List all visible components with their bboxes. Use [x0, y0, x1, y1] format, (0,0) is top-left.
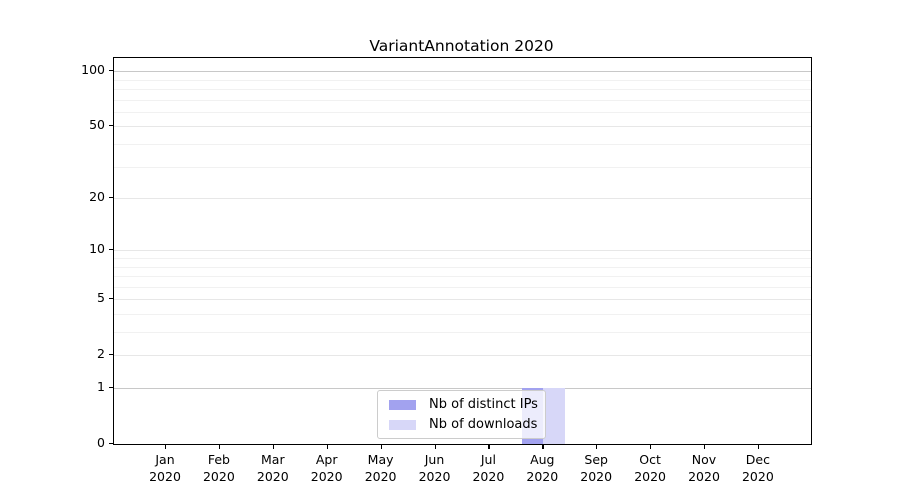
legend-item: Nb of downloads [389, 417, 538, 432]
y-tick-mark [108, 353, 113, 356]
x-tick-label: May 2020 [364, 452, 397, 484]
x-tick-label: Jul 2020 [472, 452, 505, 484]
x-tick-label: Aug 2020 [526, 452, 559, 484]
y-tick-label: 2 [97, 346, 105, 362]
x-tick-mark [542, 444, 544, 449]
gridline-minor [114, 286, 811, 288]
x-tick-mark [704, 444, 706, 449]
gridline-major [114, 388, 811, 390]
y-tick-mark [108, 442, 113, 444]
x-tick-mark [380, 444, 382, 449]
chart-title: VariantAnnotation 2020 [369, 37, 554, 55]
bar-nb-of-downloads [543, 388, 565, 444]
y-tick-label: 0 [97, 435, 105, 450]
gridline-minor [114, 79, 811, 81]
x-tick-label: Sep 2020 [580, 452, 613, 484]
y-tick-label: 10 [89, 241, 105, 257]
y-tick-mark [108, 297, 113, 300]
x-tick-mark [757, 444, 760, 449]
legend-swatch [389, 419, 416, 430]
legend-label: Nb of distinct IPs [429, 397, 538, 412]
gridline-minor [114, 144, 811, 146]
x-tick-label: Oct 2020 [634, 452, 666, 484]
gridline-minor [114, 276, 811, 278]
y-tick-label: 100 [81, 62, 105, 78]
x-tick-label: Dec 2020 [741, 452, 774, 484]
plot-area: Nb of distinct IPs Nb of downloads [113, 57, 812, 445]
x-tick-label: Jan 2020 [149, 452, 181, 484]
gridline-major [114, 250, 811, 252]
legend-swatch [389, 399, 416, 410]
gridline-minor [114, 99, 811, 101]
gridline-minor [114, 111, 811, 113]
x-tick-label: Mar 2020 [256, 452, 289, 484]
y-tick-mark [108, 124, 113, 127]
y-tick-label: 20 [89, 189, 105, 205]
x-tick-mark [434, 444, 436, 449]
gridline-minor [114, 166, 811, 168]
x-tick-mark [488, 444, 490, 449]
gridline-major [114, 198, 811, 200]
x-tick-mark [326, 444, 328, 449]
gridline-major [114, 299, 811, 301]
gridline-minor [114, 89, 811, 91]
y-tick-label: 1 [97, 379, 105, 395]
x-tick-mark [165, 444, 167, 449]
legend-label: Nb of downloads [429, 417, 538, 432]
gridline-minor [114, 258, 811, 260]
legend: Nb of distinct IPs Nb of downloads [377, 390, 546, 439]
x-tick-label: Apr 2020 [310, 452, 343, 484]
gridline-major [114, 126, 811, 128]
gridline-major [114, 71, 811, 73]
gridline-minor [114, 314, 811, 315]
x-tick-mark [272, 444, 275, 449]
x-tick-label: Feb 2020 [202, 452, 235, 484]
y-tick-mark [108, 248, 113, 251]
x-tick-label: Jun 2020 [418, 452, 451, 484]
x-tick-mark [650, 444, 652, 449]
legend-item: Nb of distinct IPs [389, 397, 538, 412]
x-tick-mark [218, 444, 221, 449]
gridline-major [114, 355, 811, 357]
gridline-minor [114, 332, 811, 334]
y-tick-label: 5 [97, 290, 105, 306]
x-tick-label: Nov 2020 [688, 452, 720, 484]
y-tick-mark [108, 69, 113, 72]
y-tick-mark [108, 386, 113, 388]
y-tick-label: 50 [89, 117, 105, 133]
x-tick-mark [596, 444, 598, 449]
y-tick-mark [108, 196, 113, 198]
gridline-minor [114, 266, 811, 268]
